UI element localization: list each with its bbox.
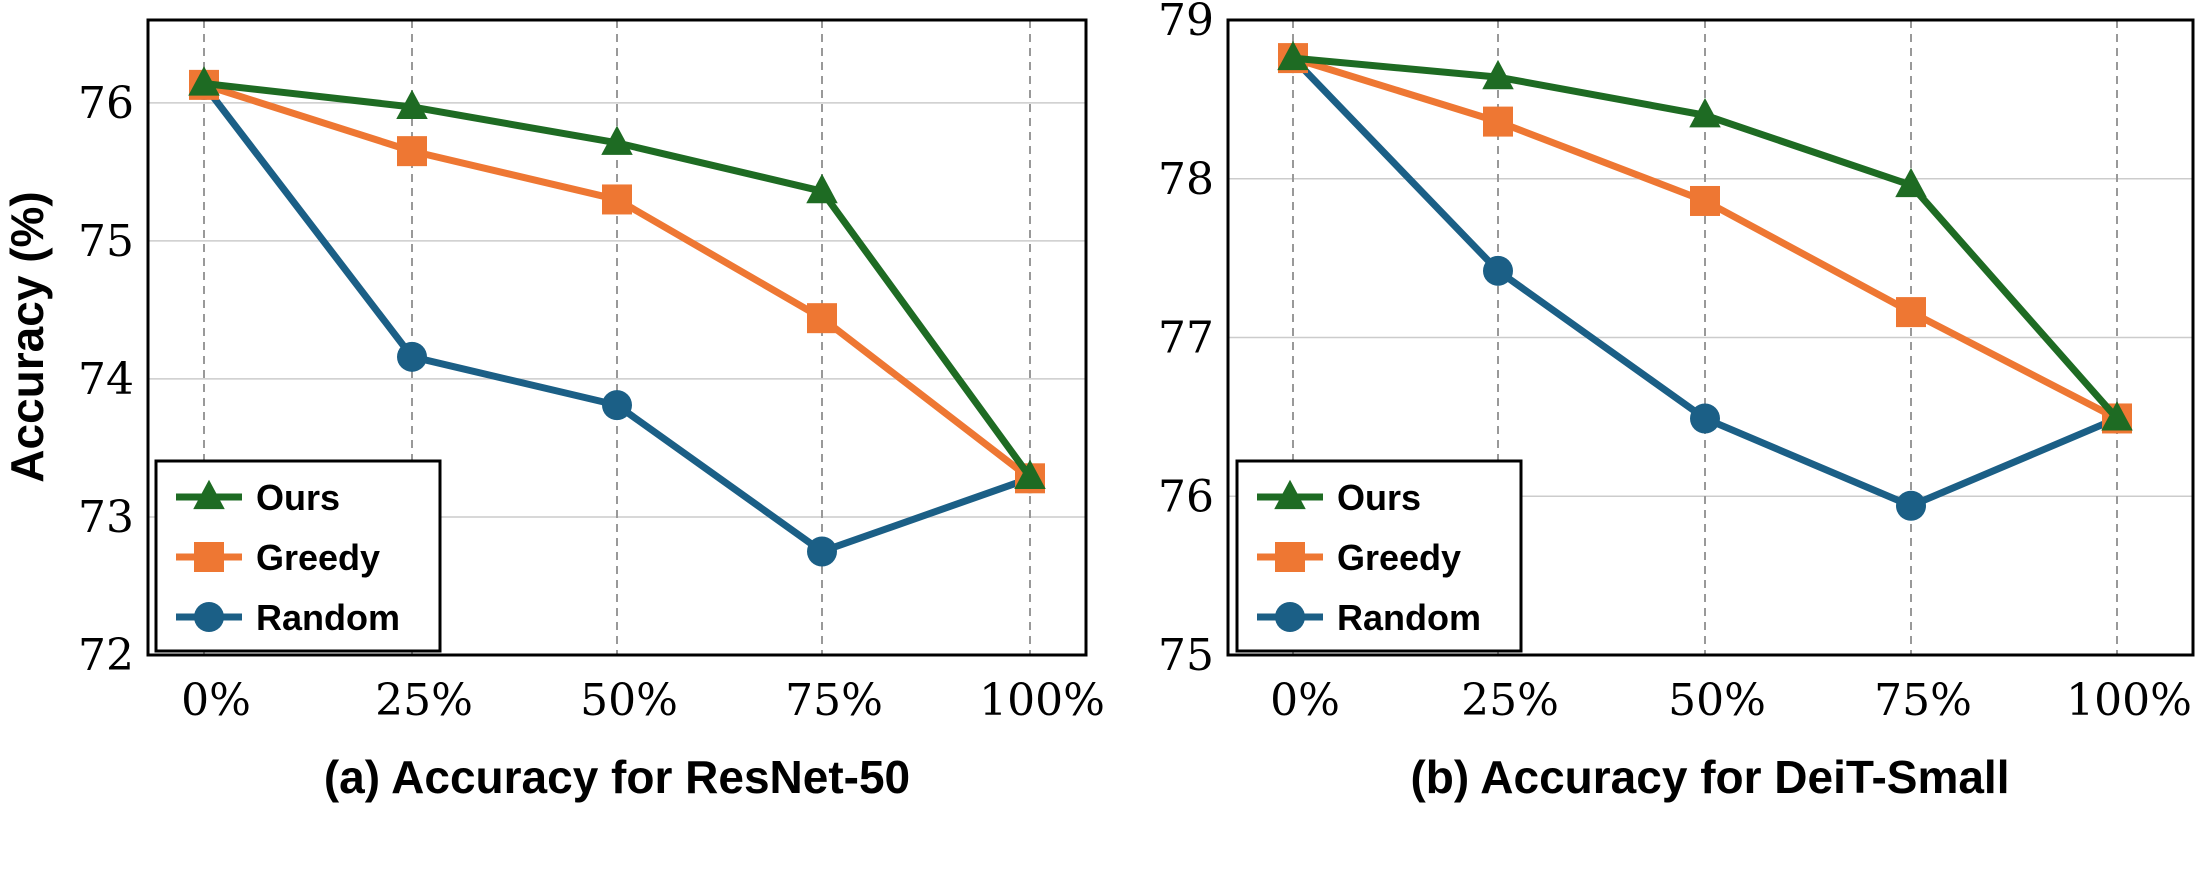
legend-label-ours: Ours	[256, 477, 340, 518]
data-point-random	[1690, 403, 1720, 434]
legend-label-ours: Ours	[1337, 477, 1421, 518]
y-tick-label: 78	[1158, 154, 1214, 205]
x-tick-label: 75%	[785, 675, 883, 726]
y-tick-label: 79	[1158, 0, 1214, 46]
legend: Ours Greedy Random	[154, 459, 442, 653]
x-tick-label: 50%	[580, 675, 678, 726]
y-tick-label: 75	[78, 216, 134, 267]
data-point-ours	[2101, 401, 2133, 431]
y-tick-label: 73	[78, 492, 134, 543]
x-tick-label: 100%	[2066, 675, 2192, 726]
data-point-ours	[601, 125, 633, 155]
data-point-greedy	[807, 303, 837, 334]
legend: Ours Greedy Random	[1235, 459, 1523, 653]
legend-label-greedy: Greedy	[256, 537, 380, 578]
x-axis-label: (a) Accuracy for ResNet-50	[324, 751, 910, 803]
x-tick-label: 50%	[1668, 675, 1766, 726]
data-point-ours	[396, 89, 428, 120]
data-point-ours	[1014, 459, 1046, 489]
x-axis-label: (b) Accuracy for DeiT-Small	[1410, 751, 2009, 803]
plot-frame	[146, 18, 1088, 657]
legend-label-random: Random	[1337, 597, 1481, 638]
x-tick-label: 0%	[1270, 675, 1340, 726]
legend-label-greedy: Greedy	[1337, 537, 1461, 578]
data-point-random	[397, 341, 427, 372]
legend-marker-greedy	[1275, 542, 1305, 572]
y-tick-label: 74	[78, 354, 134, 405]
data-point-ours	[1895, 167, 1927, 198]
x-tick-label: 25%	[375, 675, 473, 726]
data-point-random	[807, 536, 837, 567]
data-point-ours	[188, 66, 220, 96]
x-tick-label: 0%	[181, 675, 251, 726]
data-point-greedy	[1690, 185, 1720, 216]
legend-marker-ours	[193, 479, 225, 510]
legend-marker-random	[194, 602, 224, 632]
legend-marker-greedy	[194, 542, 224, 572]
data-point-greedy	[397, 136, 427, 167]
data-point-greedy	[1483, 106, 1513, 137]
data-point-ours	[1277, 40, 1309, 71]
y-tick-label: 75	[1158, 630, 1214, 681]
data-point-random	[602, 390, 632, 421]
chart-deit-small: 75 76 77 78 79 0% 25% 50% 75% 100% (b) Accuracy …	[1158, 0, 2195, 803]
x-tick-label: 25%	[1461, 675, 1559, 726]
x-tick-label: 100%	[979, 675, 1105, 726]
legend-label-random: Random	[256, 597, 400, 638]
data-point-random	[1896, 490, 1926, 521]
y-tick-label: 72	[78, 630, 134, 681]
x-tick-label: 75%	[1874, 675, 1972, 726]
y-axis-label: Accuracy (%)	[1, 191, 53, 482]
y-tick-label: 76	[78, 78, 134, 129]
data-point-greedy	[1896, 297, 1926, 328]
legend-marker-ours	[1274, 479, 1306, 510]
data-point-ours	[1689, 98, 1721, 128]
y-tick-label: 77	[1158, 313, 1214, 364]
data-point-random	[1483, 255, 1513, 286]
chart-resnet50: 72 73 74 75 76 0% 25% 50% 75% 100% (a) Accuracy …	[1, 18, 1105, 803]
data-point-greedy	[602, 184, 632, 215]
data-point-ours	[1482, 59, 1514, 90]
data-point-ours	[806, 173, 838, 204]
y-tick-label: 76	[1158, 471, 1214, 522]
legend-marker-random	[1275, 602, 1305, 632]
plot-frame	[1226, 18, 2195, 657]
